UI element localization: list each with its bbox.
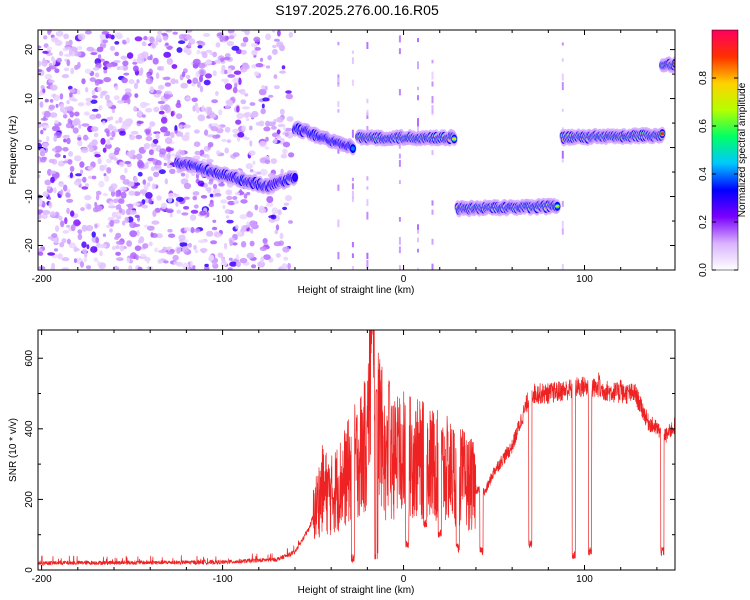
- y-tick-label: 400: [24, 420, 35, 437]
- x-tick-label: 0: [401, 574, 407, 585]
- x-tick-label: -200: [32, 574, 52, 585]
- y-tick-label: 0: [24, 144, 35, 150]
- colorbar-ticks: 0.0 0.2 0.4 0.6 0.8: [698, 71, 738, 277]
- snr-y-axis: 0 200 400 600: [24, 349, 675, 573]
- x-tick-label: 0: [401, 274, 407, 285]
- x-tick-label: -200: [32, 274, 52, 285]
- figure-title: S197.2025.276.00.16.R05: [275, 2, 439, 18]
- colorbar-label: Normalized spectral amplitude: [737, 82, 748, 217]
- y-tick-label: 200: [24, 491, 35, 508]
- snr-x-axis-label: Height of straight line (km): [298, 585, 415, 596]
- x-tick-label: 100: [576, 574, 593, 585]
- colorbar-tick-label: 0.4: [698, 167, 709, 181]
- spectrogram-x-axis: -200 -100 0 100: [32, 30, 658, 285]
- snr-y-axis-label: SNR (10 * v/v): [8, 418, 19, 482]
- colorbar-tick-label: 0.6: [698, 119, 709, 133]
- y-tick-label: 600: [24, 349, 35, 366]
- y-tick-label: 10: [24, 93, 35, 105]
- x-tick-label: -100: [213, 274, 233, 285]
- colorbar-tick-label: 0.8: [698, 71, 709, 85]
- x-tick-label: 100: [576, 274, 593, 285]
- spectrogram-frame: [37, 29, 676, 271]
- snr-series-line: [38, 330, 675, 567]
- colorbar-tick-label: 0.0: [698, 263, 709, 277]
- snr-frame: [37, 329, 676, 571]
- y-tick-label: -10: [24, 189, 35, 204]
- spectrogram-x-axis-label: Height of straight line (km): [298, 285, 415, 296]
- x-tick-label: -100: [213, 574, 233, 585]
- spectrogram-y-axis: -20 -10 0 10 20: [24, 44, 675, 271]
- colorbar: 0.0 0.2 0.4 0.6 0.8 Normalized spectral ampl…: [698, 29, 748, 277]
- colorbar-gradient: [711, 29, 739, 271]
- spectrogram-y-axis-label: Frequency (Hz): [8, 116, 19, 185]
- y-tick-label: 0: [24, 567, 35, 573]
- snr-panel: -200 -100 0 100 0 200 400 600 Height of straig…: [8, 329, 676, 596]
- y-tick-label: 20: [24, 44, 35, 56]
- colorbar-tick-label: 0.2: [698, 215, 709, 229]
- y-tick-label: -20: [24, 238, 35, 253]
- spectrogram-heatmap: [38, 30, 675, 270]
- snr-x-axis: -200 -100 0 100: [32, 330, 658, 585]
